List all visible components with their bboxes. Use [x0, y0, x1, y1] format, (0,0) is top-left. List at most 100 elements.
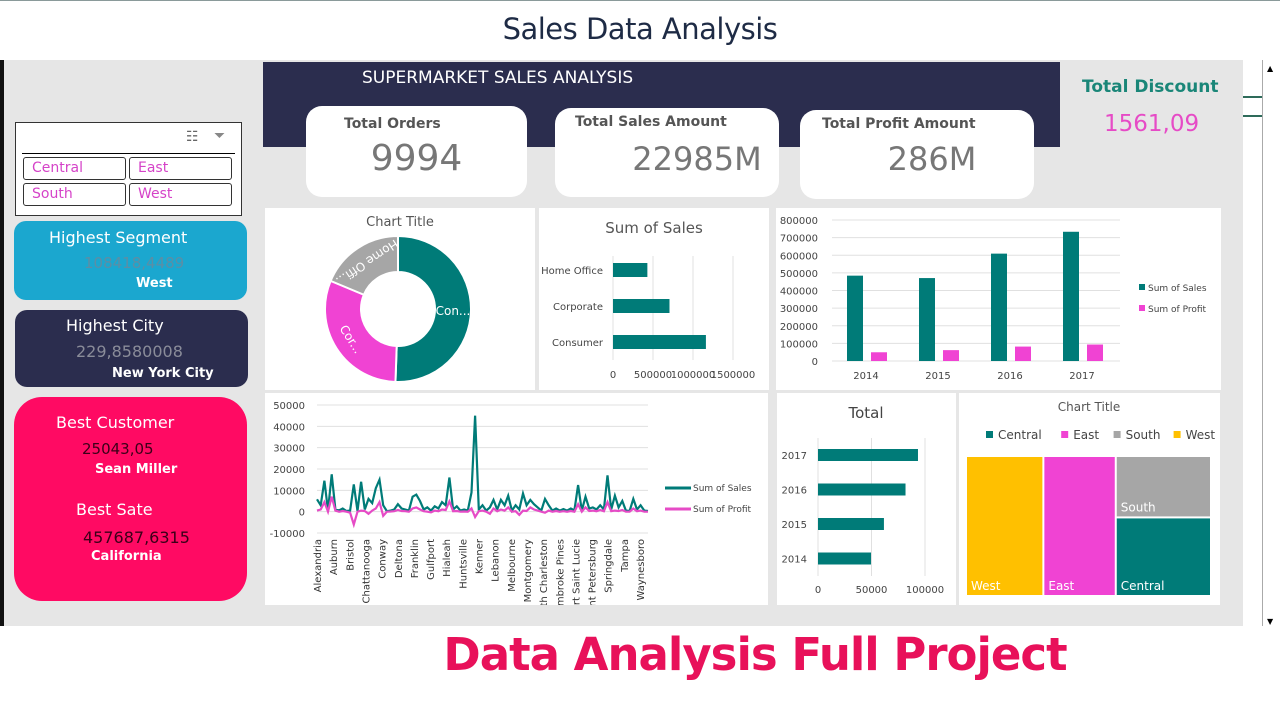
card-value: 9994 — [370, 138, 463, 179]
card-label: Total Orders — [344, 116, 441, 132]
x-tick-label: Bristol — [345, 539, 356, 571]
kpi-name: New York City — [112, 366, 214, 381]
donut-slice-corporate — [324, 279, 398, 383]
legend-swatch — [1113, 431, 1121, 438]
y-tick-label: Home Office — [541, 266, 603, 277]
treemap-cell-east — [1044, 457, 1115, 595]
x-tick-label: Pembroke Pines — [555, 539, 566, 605]
bar-2017 — [818, 449, 918, 461]
bar-2014 — [818, 552, 872, 565]
bar-sum-of-profit-2014 — [871, 352, 887, 361]
bar-sum-of-sales-2015 — [919, 278, 935, 361]
kpi-value: 108418,4489 — [84, 254, 185, 272]
y-tick-label: 2017 — [782, 451, 807, 462]
gridline-fragment — [1243, 115, 1263, 117]
x-tick-label: Springdale — [604, 539, 615, 593]
total-discount-value: 1561,09 — [1104, 111, 1200, 137]
multi-select-icon[interactable]: ☷ — [186, 129, 199, 145]
y-tick-label: 400000 — [780, 287, 818, 298]
line-sum-of-sales — [316, 415, 649, 514]
scroll-up-icon[interactable]: ▲ — [1267, 64, 1274, 73]
x-tick-label: Montgomery — [523, 539, 534, 602]
slicer-item-west[interactable]: West — [129, 183, 232, 206]
x-tick-label: 1500000 — [711, 370, 756, 381]
legend-swatch — [1061, 431, 1069, 438]
page-title: Sales Data Analysis — [502, 12, 778, 46]
legend-label: Central — [998, 428, 1042, 442]
bar-corporate — [613, 299, 670, 313]
vertical-scrollbar[interactable]: ▲ ▼ — [1262, 60, 1280, 628]
dashboard-title: SUPERMARKET SALES ANALYSIS — [362, 68, 634, 88]
x-tick-label: Waynesboro — [636, 539, 647, 600]
treemap-label: East — [1048, 579, 1074, 593]
y-tick-label: 200000 — [780, 322, 818, 333]
bar-sum-of-profit-2017 — [1087, 344, 1103, 361]
bar-sum-of-sales-2014 — [847, 275, 863, 361]
legend-swatch — [986, 431, 993, 438]
x-tick-label: Melbourne — [507, 539, 518, 592]
bar-consumer — [613, 335, 706, 349]
y-tick-label: 300000 — [780, 304, 818, 315]
city-sales-profit-line-chart: -10000 0 10000 20000 30000 40000 50000 Sum of S… — [265, 393, 768, 605]
y-tick-label: Corporate — [553, 302, 603, 313]
card-value: 22985M — [632, 140, 762, 178]
chart-title: Chart Title — [366, 215, 434, 230]
bar-home-office — [613, 263, 648, 277]
yearly-sales-profit-chart: 0 100000 200000 300000 400000 500000 600000 700… — [776, 208, 1221, 390]
clear-filter-icon[interactable]: ⏷ — [214, 128, 226, 144]
footer-title: Data Analysis Full Project — [443, 628, 1067, 681]
total-orders-card: Total Orders 9994 — [306, 106, 527, 197]
legend-swatch — [1173, 431, 1181, 438]
legend-label: Sum of Profit — [1148, 305, 1207, 315]
y-tick-label: 800000 — [780, 216, 818, 227]
title-bar — [0, 0, 1280, 60]
y-tick-label: Consumer — [552, 338, 604, 349]
region-slicer: ☷ ⏷ Central East South West — [15, 122, 242, 216]
treemap-label: Central — [1121, 579, 1165, 593]
treemap-cell-west — [967, 457, 1043, 595]
y-tick-label: 10000 — [273, 486, 305, 497]
x-tick-label: Chattanooga — [361, 539, 372, 603]
slicer-item-south[interactable]: South — [23, 183, 126, 206]
legend-label: Sum of Profit — [693, 505, 752, 515]
donut-slice-consumer — [394, 234, 472, 383]
y-tick-label: 0 — [812, 357, 818, 368]
kpi-label: Best Customer — [56, 413, 175, 432]
slicer-item-central[interactable]: Central — [23, 157, 126, 180]
total-sales-card: Total Sales Amount 22985M — [555, 108, 779, 197]
footer-area — [0, 626, 1280, 720]
chart-title: Sum of Sales — [605, 219, 703, 237]
chart-title: Total — [847, 404, 883, 422]
kpi-label: Best Sate — [76, 500, 153, 519]
kpi-name: California — [91, 549, 162, 564]
x-tick-label: Lebanon — [491, 539, 502, 582]
card-label: Total Sales Amount — [575, 114, 727, 130]
kpi-label: Highest City — [66, 316, 164, 335]
chart-title: Chart Title — [1058, 400, 1121, 414]
x-tick-label: 50000 — [856, 585, 888, 596]
legend-label: East — [1073, 428, 1099, 442]
x-tick-label: 500000 — [634, 370, 672, 381]
best-customer-card: Best Customer 25043,05 Sean Miller Best … — [14, 397, 247, 601]
donut-label: Con... — [436, 304, 471, 318]
y-tick-label: 50000 — [273, 401, 305, 412]
bar-2015 — [818, 518, 884, 530]
bar-2016 — [818, 483, 906, 496]
x-tick-label: 2014 — [853, 371, 878, 382]
y-tick-label: 500000 — [780, 269, 818, 280]
x-tick-label: 100000 — [906, 585, 944, 596]
kpi-name: West — [136, 276, 173, 291]
bar-sum-of-profit-2016 — [1015, 346, 1031, 361]
gridline-fragment — [1243, 96, 1263, 98]
x-tick-label: 0 — [610, 370, 616, 381]
x-tick-label: Huntsville — [458, 539, 469, 589]
legend-label: Sum of Sales — [1148, 284, 1207, 294]
scroll-down-icon[interactable]: ▼ — [1267, 617, 1274, 626]
y-tick-label: 2015 — [782, 520, 807, 531]
total-discount-label: Total Discount — [1082, 77, 1219, 97]
slicer-item-east[interactable]: East — [129, 157, 232, 180]
y-tick-label: 2014 — [782, 555, 807, 566]
y-tick-label: 700000 — [780, 234, 818, 245]
card-value: 286M — [887, 140, 977, 178]
